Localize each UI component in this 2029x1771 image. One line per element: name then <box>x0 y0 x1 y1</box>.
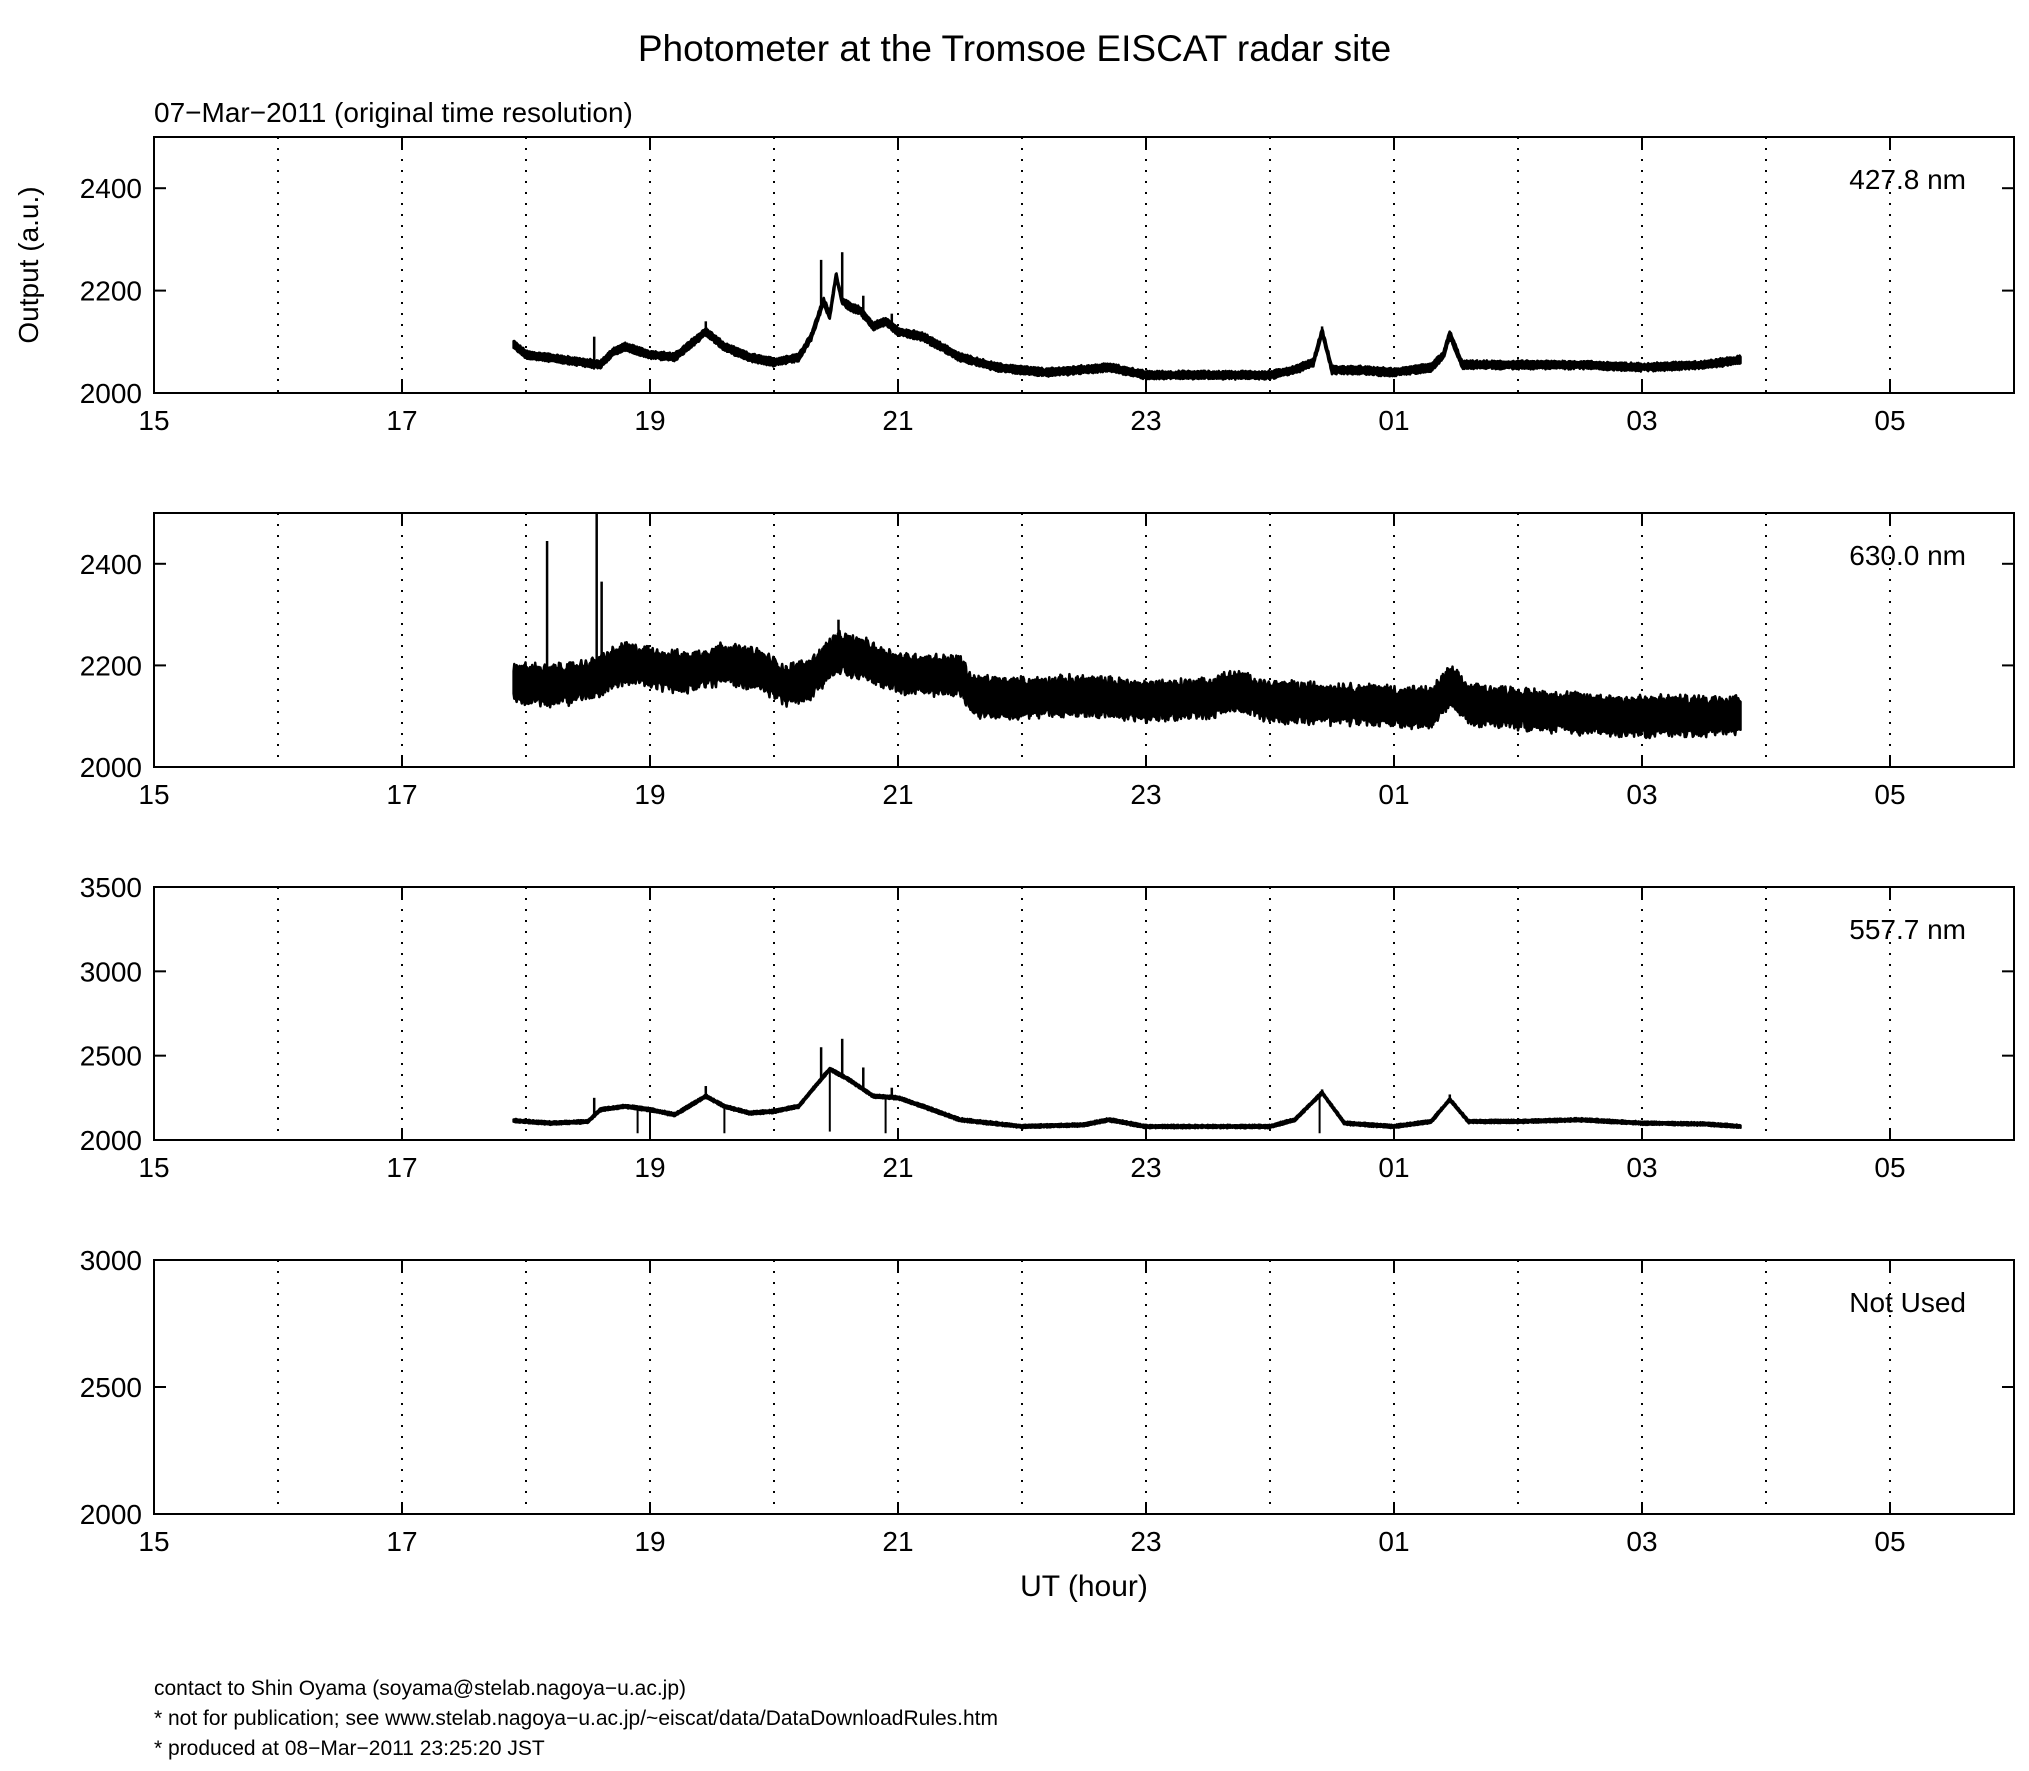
data-trace <box>512 629 1742 740</box>
x-tick-label: 21 <box>882 779 913 810</box>
x-tick-label: 01 <box>1378 405 1409 436</box>
x-tick-label: 19 <box>634 1526 665 1557</box>
panel-channel-label: Not Used <box>1849 1287 1966 1318</box>
x-tick-label: 01 <box>1378 779 1409 810</box>
x-tick-label: 17 <box>386 405 417 436</box>
x-tick-label: 05 <box>1874 779 1905 810</box>
y-tick-label: 3000 <box>80 1245 142 1276</box>
x-tick-label: 19 <box>634 779 665 810</box>
data-trace <box>512 272 1742 381</box>
x-tick-label: 23 <box>1130 405 1161 436</box>
x-tick-label: 21 <box>882 1152 913 1183</box>
x-tick-label: 23 <box>1130 1526 1161 1557</box>
x-axis-label: UT (hour) <box>1020 1570 1148 1603</box>
y-tick-label: 2200 <box>80 650 142 681</box>
chart-title: Photometer at the Tromsoe EISCAT radar s… <box>637 28 1392 69</box>
x-tick-label: 05 <box>1874 1152 1905 1183</box>
panel-channel-label: 427.8 nm <box>1849 164 1966 195</box>
y-tick-label: 3500 <box>80 872 142 903</box>
axes-frame <box>153 512 2015 768</box>
axes-frame <box>153 886 2015 1141</box>
x-tick-label: 17 <box>386 1526 417 1557</box>
x-tick-label: 21 <box>882 405 913 436</box>
axes-frame <box>153 1259 2015 1515</box>
y-tick-label: 3000 <box>80 956 142 987</box>
y-tick-label: 2000 <box>80 378 142 409</box>
x-tick-label: 17 <box>386 1152 417 1183</box>
y-tick-label: 2400 <box>80 173 142 204</box>
panel-channel-label: 557.7 nm <box>1849 914 1966 945</box>
y-tick-label: 2200 <box>80 276 142 307</box>
x-tick-label: 21 <box>882 1526 913 1557</box>
y-tick-label: 2500 <box>80 1041 142 1072</box>
x-tick-label: 15 <box>138 779 169 810</box>
x-tick-label: 03 <box>1626 1152 1657 1183</box>
x-tick-label: 05 <box>1874 405 1905 436</box>
y-tick-label: 2500 <box>80 1372 142 1403</box>
x-tick-label: 23 <box>1130 779 1161 810</box>
x-tick-label: 17 <box>386 779 417 810</box>
x-tick-label: 01 <box>1378 1526 1409 1557</box>
y-tick-label: 2400 <box>80 549 142 580</box>
x-tick-label: 19 <box>634 405 665 436</box>
x-tick-label: 23 <box>1130 1152 1161 1183</box>
panel-channel-label: 630.0 nm <box>1849 540 1966 571</box>
footer-notice: * not for publication; see www.stelab.na… <box>154 1707 998 1730</box>
x-tick-label: 03 <box>1626 1526 1657 1557</box>
y-tick-label: 2000 <box>80 1499 142 1530</box>
x-tick-label: 01 <box>1378 1152 1409 1183</box>
y-axis-label: Output (a.u.) <box>13 186 44 343</box>
x-tick-label: 05 <box>1874 1526 1905 1557</box>
y-tick-label: 2000 <box>80 752 142 783</box>
x-tick-label: 03 <box>1626 405 1657 436</box>
x-tick-label: 15 <box>138 405 169 436</box>
chart-subtitle: 07−Mar−2011 (original time resolution) <box>154 97 633 128</box>
footer-produced: * produced at 08−Mar−2011 23:25:20 JST <box>154 1737 545 1760</box>
footer: contact to Shin Oyama (soyama@stelab.nag… <box>154 1674 998 1764</box>
x-tick-label: 15 <box>138 1526 169 1557</box>
footer-contact: contact to Shin Oyama (soyama@stelab.nag… <box>154 1677 687 1700</box>
x-tick-label: 15 <box>138 1152 169 1183</box>
x-tick-label: 03 <box>1626 779 1657 810</box>
axes-frame <box>153 136 2015 394</box>
y-tick-label: 2000 <box>80 1125 142 1156</box>
data-trace <box>512 1066 1742 1130</box>
x-tick-label: 19 <box>634 1152 665 1183</box>
